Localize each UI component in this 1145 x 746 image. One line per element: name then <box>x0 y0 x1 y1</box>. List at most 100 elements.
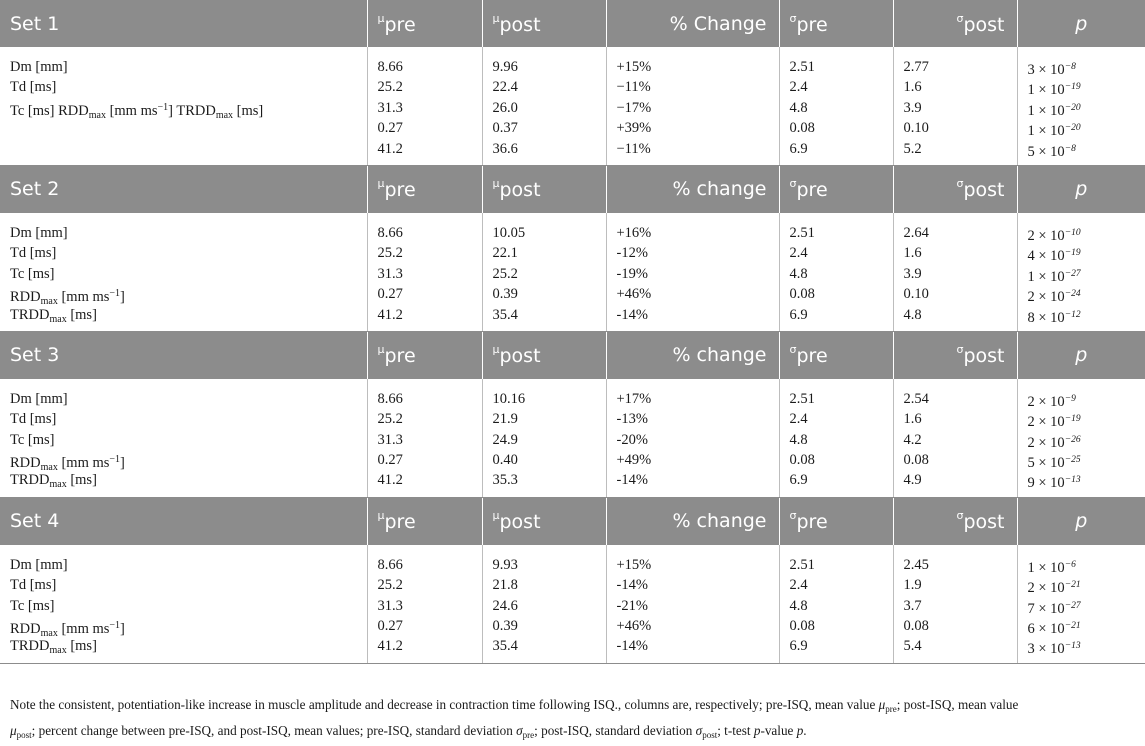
header-mu-post: μpost <box>482 0 606 47</box>
p-value-base: 6 × 10 <box>1028 621 1065 637</box>
variable-label: TRDDmax [ms] <box>10 305 367 325</box>
label-sup: −1 <box>109 288 120 299</box>
p-value: 2 × 10−21 <box>1028 575 1145 595</box>
sd-post-column-value: 4.2 <box>904 430 1017 450</box>
header-sd-post-part: post <box>963 179 1004 201</box>
sd-pre-column-value: 2.51 <box>790 223 893 243</box>
mu-pre-column-value: 41.2 <box>378 139 482 159</box>
header-change-part: % change <box>672 510 766 532</box>
change-column-value: -21% <box>617 596 779 616</box>
mu-post-column-value: 10.16 <box>493 389 606 409</box>
set-body-row: Dm [mm]Td [ms]Tc [ms] RDDmax [mm ms−1] T… <box>0 47 1145 165</box>
header-mu-pre: μpre <box>367 0 482 47</box>
sd-post-column-value: 5.2 <box>904 139 1017 159</box>
sd-post-column-value: 1.6 <box>904 409 1017 429</box>
sd-pre-column-value: 4.8 <box>790 98 893 118</box>
label-text: TRDD <box>10 307 49 323</box>
p-value: 9 × 10−13 <box>1028 470 1145 490</box>
change-column-value: -12% <box>617 243 779 263</box>
header-mu-pre: μpre <box>367 331 482 379</box>
header-change-part: % change <box>672 178 766 200</box>
label-text: [mm ms <box>106 103 158 119</box>
labels-wrap: Dm [mm]Td [ms]Tc [ms]RDDmax [mm ms−1]TRD… <box>10 545 367 663</box>
change-column-value: -19% <box>617 264 779 284</box>
label-text: Tc [ms] RDD <box>10 103 89 119</box>
sd-pre-column-value: 6.9 <box>790 636 893 656</box>
change-column-value: +49% <box>617 450 779 470</box>
sd-pre-column-value: 0.08 <box>790 284 893 304</box>
sd-pre-column-value: 4.8 <box>790 430 893 450</box>
variable-label: Tc [ms] RDDmax [mm ms−1] TRDDmax [ms] <box>10 98 367 118</box>
p-value: 2 × 10−26 <box>1028 430 1145 450</box>
p-value-exponent: −8 <box>1065 144 1076 154</box>
label-text: [mm ms <box>58 289 110 305</box>
variable-label: Tc [ms] <box>10 430 367 450</box>
variable-label: Dm [mm] <box>10 57 367 77</box>
set-body-row: Dm [mm]Td [ms]Tc [ms]RDDmax [mm ms−1]TRD… <box>0 213 1145 331</box>
variable-labels: Dm [mm]Td [ms]Tc [ms]RDDmax [mm ms−1]TRD… <box>0 213 367 331</box>
label-text: [mm ms <box>58 455 110 471</box>
variable-label: Td [ms] <box>10 575 367 595</box>
p-value-exponent: −20 <box>1065 123 1081 133</box>
p-value-base: 5 × 10 <box>1028 455 1065 471</box>
header-mu-pre: μpre <box>367 497 482 545</box>
change-column-value: -14% <box>617 575 779 595</box>
sd-post-column-value: 3.9 <box>904 98 1017 118</box>
change-column-value: -14% <box>617 636 779 656</box>
p-value: 1 × 10−19 <box>1028 77 1145 97</box>
mu-post-column-value: 35.4 <box>493 636 606 656</box>
p-value-base: 9 × 10 <box>1028 475 1065 491</box>
p-value-exponent: −24 <box>1065 289 1081 299</box>
p-value: 2 × 10−9 <box>1028 389 1145 409</box>
p-value-exponent: −19 <box>1065 82 1081 92</box>
set-body-row: Dm [mm]Td [ms]Tc [ms]RDDmax [mm ms−1]TRD… <box>0 379 1145 497</box>
header-mu-post-part: post <box>500 14 541 36</box>
labels-wrap: Dm [mm]Td [ms]Tc [ms]RDDmax [mm ms−1]TRD… <box>10 213 367 331</box>
set-title-part: Set 2 <box>10 178 59 200</box>
label-sub: max <box>49 645 66 656</box>
change-column: +16%-12%-19%+46%-14% <box>606 213 779 331</box>
label-text: TRDD <box>10 638 49 654</box>
mu-pre-column-value: 8.66 <box>378 389 482 409</box>
mu-pre-column-value: 25.2 <box>378 409 482 429</box>
sd-post-column-value: 2.64 <box>904 223 1017 243</box>
header-sd-pre: σpre <box>779 331 893 379</box>
label-text: TRDD <box>10 472 49 488</box>
header-mu-pre-part: μ <box>378 509 385 522</box>
header-mu-post: μpost <box>482 331 606 379</box>
change-column-value: +16% <box>617 223 779 243</box>
header-p-part: p <box>1075 178 1087 200</box>
header-mu-pre-part: pre <box>385 345 416 367</box>
mu-pre-column-value: 0.27 <box>378 118 482 138</box>
mu-pre-column-value: 8.66 <box>378 223 482 243</box>
mu-pre-column-value: 25.2 <box>378 77 482 97</box>
set-title: Set 2 <box>0 165 367 213</box>
table-footnote: Note the consistent, potentiation-like i… <box>10 694 1135 746</box>
header-sd-pre: σpre <box>779 165 893 213</box>
change-column-value: -20% <box>617 430 779 450</box>
header-sd-post: σpost <box>893 165 1017 213</box>
mu-post-column-value: 36.6 <box>493 139 606 159</box>
header-sd-pre-part: pre <box>796 511 827 533</box>
mu-pre-column-value: 0.27 <box>378 284 482 304</box>
sd-post-column-value: 1.6 <box>904 77 1017 97</box>
sd-pre-column-value: 2.4 <box>790 243 893 263</box>
